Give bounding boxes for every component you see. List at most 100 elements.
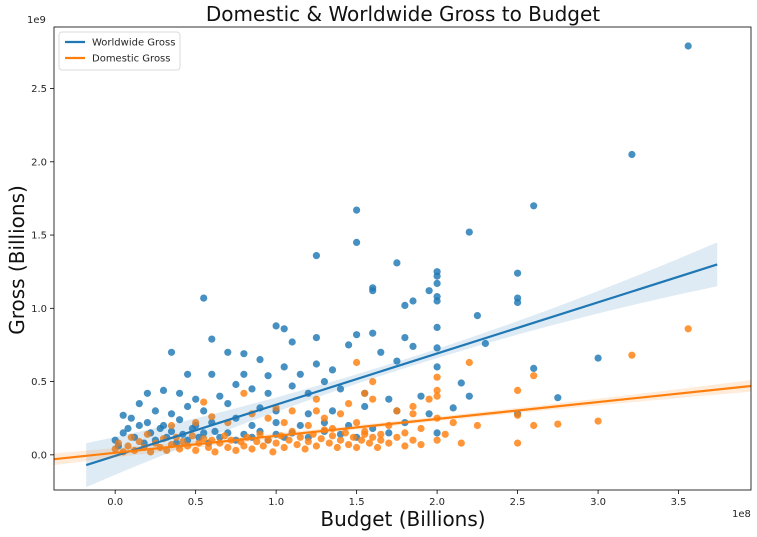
data-point [385, 439, 393, 447]
x-tick-label: 3.5 [671, 497, 687, 508]
data-point [514, 386, 522, 394]
data-point [143, 389, 151, 397]
data-point [259, 442, 267, 450]
data-point [385, 429, 393, 437]
data-point [401, 334, 409, 342]
plot-area [53, 42, 752, 488]
data-point [369, 287, 377, 295]
data-point [425, 287, 433, 295]
data-point [328, 407, 337, 415]
data-point [272, 419, 280, 427]
axes-frame [53, 26, 752, 491]
data-point [119, 429, 127, 437]
data-point [293, 441, 301, 449]
x-tick-label: 1.0 [268, 497, 284, 508]
data-point [353, 443, 361, 452]
data-point [272, 439, 280, 447]
data-point [369, 433, 377, 441]
data-point [159, 386, 168, 394]
x-axis-label: Budget (Billions) [320, 507, 485, 531]
data-point [433, 272, 441, 280]
data-point [224, 400, 232, 408]
data-point [312, 334, 320, 342]
data-point [433, 436, 441, 444]
data-point [304, 438, 312, 446]
data-point [208, 335, 216, 343]
data-point [393, 407, 401, 415]
data-point [433, 373, 441, 381]
data-point [433, 429, 441, 437]
y-axis-label: Gross (Billions) [5, 185, 29, 335]
data-point [176, 389, 184, 397]
data-point [135, 438, 143, 446]
data-point [272, 322, 280, 330]
data-point [530, 364, 538, 372]
x-tick-label: 2.5 [510, 497, 526, 508]
data-point [365, 439, 374, 447]
data-point [357, 436, 366, 444]
legend-label: Worldwide Gross [92, 38, 175, 49]
data-point [345, 400, 353, 408]
data-point [341, 429, 349, 437]
data-point [417, 424, 425, 433]
data-point [248, 445, 256, 453]
data-point [554, 394, 562, 402]
data-point [361, 402, 369, 411]
data-point [143, 430, 151, 438]
x-offset-text: 1e8 [732, 509, 751, 520]
data-point [224, 348, 232, 356]
data-point [457, 439, 465, 447]
data-point [401, 442, 409, 450]
data-point [473, 312, 481, 320]
data-point [465, 358, 473, 367]
data-point [312, 252, 320, 260]
data-point [433, 344, 441, 352]
data-point [200, 435, 208, 443]
data-point [208, 413, 216, 421]
data-point [369, 395, 377, 403]
data-point [345, 441, 353, 449]
x-tick-label: 0.5 [188, 497, 204, 508]
data-point [441, 430, 449, 438]
data-point [224, 443, 232, 452]
data-point [325, 439, 333, 447]
x-tick-label: 1.5 [349, 497, 365, 508]
data-point [433, 297, 441, 305]
data-point [269, 448, 277, 456]
data-point [256, 430, 264, 438]
data-point [200, 407, 208, 415]
data-point [409, 402, 417, 411]
data-point [288, 382, 296, 390]
data-point [333, 443, 341, 452]
data-point [433, 279, 441, 287]
data-point [192, 395, 200, 403]
data-point [353, 238, 361, 246]
data-point [433, 323, 441, 331]
legend-box [58, 31, 181, 71]
data-point [280, 419, 288, 427]
data-point [465, 228, 473, 236]
data-point [401, 429, 409, 437]
data-point [167, 410, 176, 418]
data-point [127, 414, 135, 422]
data-point [296, 433, 304, 441]
y-tick-label: 2.5 [31, 84, 47, 95]
data-point [264, 414, 272, 422]
data-point [433, 363, 441, 371]
x-tick-label: 2.0 [429, 497, 445, 508]
data-point [514, 269, 522, 277]
data-point [530, 202, 538, 210]
data-point [167, 421, 176, 430]
data-point [320, 378, 328, 386]
data-point [417, 441, 425, 449]
data-point [124, 424, 132, 433]
data-point [304, 421, 312, 430]
data-point [361, 389, 369, 397]
data-point [473, 421, 481, 430]
data-point [377, 430, 385, 438]
data-point [465, 392, 473, 400]
data-point [127, 433, 135, 441]
data-point [304, 410, 312, 418]
data-point [264, 372, 272, 380]
data-point [232, 380, 240, 389]
